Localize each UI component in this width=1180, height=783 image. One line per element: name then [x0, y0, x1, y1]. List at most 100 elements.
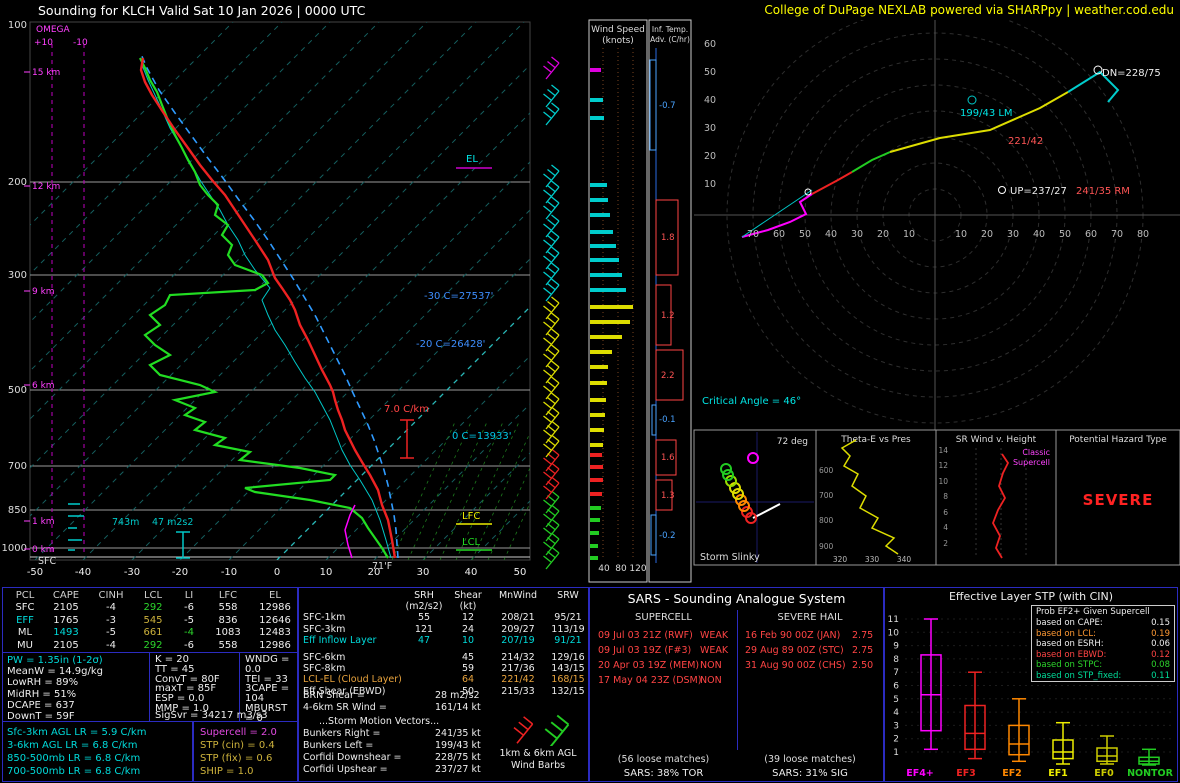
- layer-name: SFC-1km: [303, 612, 346, 624]
- col-header: SRH (m2/s2): [405, 590, 443, 613]
- parcel-lfc: 558: [218, 602, 238, 614]
- parcel-name: EFF: [16, 614, 34, 626]
- upshear-label: UP=237/27: [1010, 186, 1067, 197]
- boxplot-ef1: [1052, 721, 1074, 765]
- downshear-label: DN=228/75: [1102, 68, 1161, 79]
- shear-value: 10: [461, 634, 475, 646]
- sr-wind-46-value: 161/14 kt: [435, 702, 481, 713]
- thetae-tick: 900: [819, 542, 834, 551]
- layer-name: LCL-EL (Cloud Layer): [303, 674, 402, 686]
- legend-value: 0.06: [1151, 639, 1170, 649]
- parcel-table-panel: PCL CAPE CINH LCL LI LFC EL SFC 2105 -4 …: [2, 587, 298, 653]
- boxplot-ef4: [920, 618, 942, 751]
- legend-label: based on STP_fixed:: [1036, 670, 1122, 681]
- critical-angle-line: [741, 189, 813, 238]
- srh-value: [403, 674, 445, 685]
- wind-speed-panel: Wind Speed (knots): [588, 19, 648, 583]
- sfc-label: SFC: [38, 556, 56, 567]
- sars-match-date: 09 Jul 03 19Z (F#3): [598, 645, 692, 656]
- adv-value: 1.2: [661, 311, 675, 321]
- parcel-name: ML: [17, 627, 33, 639]
- sars-match-date: 17 May 04 23Z (DSM): [598, 675, 702, 686]
- barb-1km-icon: [513, 716, 534, 744]
- hodo-tick: 40: [825, 229, 837, 240]
- sars-match-date: 09 Jul 03 21Z (RWF): [598, 630, 693, 641]
- parcel-el: 12646: [259, 614, 291, 626]
- pressure-label: 1000: [2, 543, 27, 554]
- thetae-tick: 600: [819, 466, 834, 475]
- pressure-label: 100: [8, 20, 27, 31]
- stp-cin: STP (cin) = 0.4: [200, 740, 275, 751]
- sars-match-date: 20 Apr 03 19Z (MEM): [598, 660, 700, 671]
- srw-value: 95/21: [554, 612, 582, 624]
- mnwind-value: 209/27: [501, 623, 535, 635]
- bunkers-right-value: 241/35 kt: [435, 728, 481, 739]
- sars-match-type: WEAK: [700, 645, 729, 656]
- category-ef0: EF0: [1094, 768, 1114, 779]
- height-tick: 4: [943, 523, 948, 532]
- srw-value: 168/15: [551, 674, 585, 686]
- srw-value: 113/19: [551, 623, 585, 635]
- height-axis: 15 km 12 km 9 km 6 km 1 km 0 km: [24, 68, 60, 555]
- hodo-tick: 50: [1059, 229, 1071, 240]
- height-tick: 8: [943, 492, 948, 501]
- barb-caption-line2: Wind Barbs: [510, 760, 566, 771]
- srw-value: 129/16: [551, 652, 585, 664]
- mnwind-value: 208/21: [501, 612, 535, 624]
- mnwind-value: 217/36: [501, 663, 535, 675]
- inflow-bottom-label: 743m: [112, 517, 139, 528]
- thetae-title: Theta-E vs Pres: [840, 435, 911, 445]
- stp-tick: 9: [893, 642, 899, 652]
- height-label: 1 km: [32, 517, 55, 527]
- mnwind-value: 207/19: [501, 634, 535, 646]
- dewpoint-trace: [139, 57, 389, 559]
- right-mover-marker: [804, 188, 812, 196]
- thetae-tick: 340: [897, 555, 912, 564]
- srh-value: 55: [417, 612, 431, 624]
- hodo-trace-9-12km: [1067, 70, 1120, 103]
- brand-text: College of DuPage NEXLAB powered via SHA…: [764, 3, 1174, 17]
- col-header: EL: [269, 590, 281, 601]
- sars-supercell-loose: (56 loose matches): [617, 754, 710, 765]
- temp-tick: 30: [417, 567, 430, 578]
- sars-hail-size: 2.75: [852, 630, 874, 641]
- esp-value: ESP = 0.0: [155, 693, 205, 705]
- shear-value: 12: [461, 612, 475, 624]
- lapse-rate-label: 7.0 C/km: [384, 404, 429, 415]
- parcel-el: 12483: [259, 627, 291, 639]
- bunkers-left-label: Bunkers Left =: [303, 740, 374, 751]
- pressure-axis: 100 200 300 500 700 850 1000: [2, 20, 27, 554]
- temp-tick: 40: [465, 567, 478, 578]
- stp-tick: 3: [893, 721, 899, 731]
- sfc-temp-label: 71'F: [372, 561, 392, 572]
- srh-value: [403, 663, 445, 674]
- legend-value: 0.11: [1151, 670, 1170, 681]
- sars-hail-loose: (39 loose matches): [764, 754, 856, 765]
- sars-hail-header: SEVERE HAIL: [777, 612, 843, 623]
- inflow-srh-label: 47 m2s2: [152, 517, 193, 528]
- legend-label: based on ESRH:: [1036, 639, 1104, 649]
- stp-tick: 2: [893, 735, 899, 745]
- 3cape-value: 3CAPE = 104: [245, 683, 290, 705]
- wind-panel-title: Wind Speed: [591, 25, 645, 35]
- lr-3-6km: 3-6km AGL LR = 6.8 C/km: [7, 740, 138, 751]
- temp-tick: 20: [368, 567, 381, 578]
- sars-sig-summary: SARS: 31% SIG: [772, 768, 848, 779]
- parcel-lfc: 1083: [215, 627, 241, 639]
- legend-label: based on CAPE:: [1036, 618, 1103, 628]
- parcel-li: -4: [184, 627, 194, 639]
- adv-value: 1.8: [661, 233, 675, 243]
- temp-tick: -40: [75, 567, 91, 578]
- slinky-motion-line: [752, 503, 781, 519]
- wind-tick: 120: [629, 564, 646, 574]
- sars-hail-size: 2.75: [852, 645, 874, 656]
- parcel-lfc: 836: [218, 614, 238, 626]
- shear-value: 64: [461, 674, 475, 686]
- k-index: K = 20: [155, 654, 190, 665]
- wind-tick: 40: [598, 564, 610, 574]
- indices-panel: PW = 1.35in (1-2σ) MeanW = 14.9g/kg LowR…: [2, 652, 298, 723]
- hodo-tick: 30: [1007, 229, 1019, 240]
- legend-value: 0.19: [1151, 628, 1170, 639]
- maxt-value: maxT = 85F: [155, 683, 217, 695]
- divider: [737, 610, 738, 750]
